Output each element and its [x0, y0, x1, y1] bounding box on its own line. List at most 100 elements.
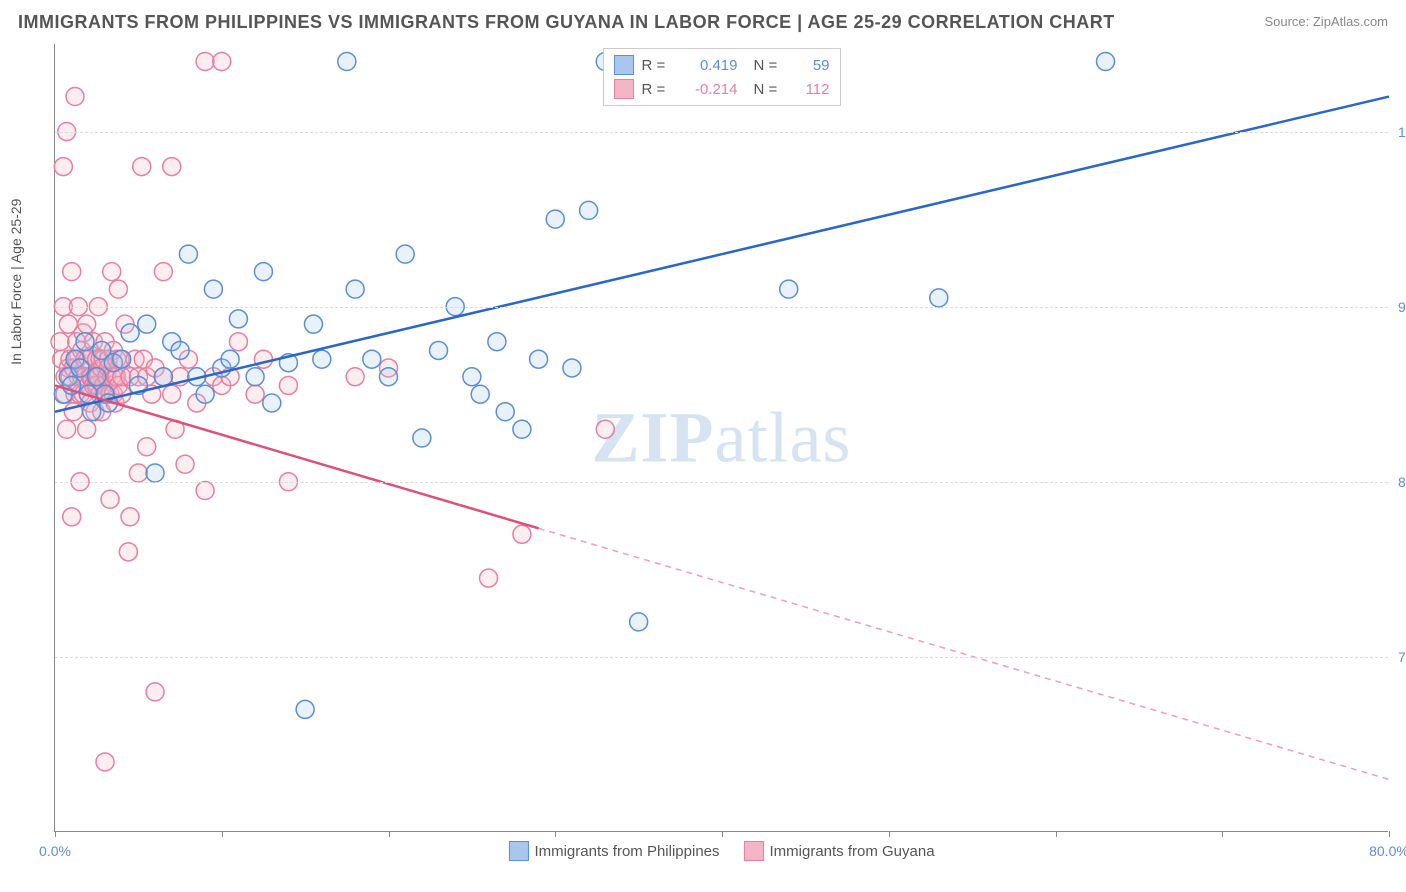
data-point: [88, 368, 106, 386]
data-point: [101, 490, 119, 508]
chart-plot-area: ZIPatlas R = 0.419 N = 59 R = -0.214 N =…: [54, 44, 1388, 832]
data-point: [246, 385, 264, 403]
y-tick-label: 100.0%: [1398, 124, 1406, 140]
legend-series: Immigrants from Philippines Immigrants f…: [508, 841, 934, 861]
data-point: [171, 341, 189, 359]
gridline: [55, 307, 1388, 308]
data-point: [229, 310, 247, 328]
data-point: [146, 683, 164, 701]
data-point: [133, 158, 151, 176]
data-point: [304, 315, 322, 333]
data-point: [530, 350, 548, 368]
source-attribution: Source: ZipAtlas.com: [1264, 14, 1388, 29]
data-point: [263, 394, 281, 412]
data-point: [471, 385, 489, 403]
data-point: [58, 420, 76, 438]
data-point: [546, 210, 564, 228]
data-point: [163, 158, 181, 176]
data-point: [513, 525, 531, 543]
chart-title: IMMIGRANTS FROM PHILIPPINES VS IMMIGRANT…: [18, 12, 1115, 33]
data-point: [179, 245, 197, 263]
data-point: [580, 201, 598, 219]
data-point: [78, 420, 96, 438]
data-point: [254, 350, 272, 368]
data-point: [338, 53, 356, 71]
data-point: [54, 158, 72, 176]
legend-statistics: R = 0.419 N = 59 R = -0.214 N = 112: [603, 48, 841, 106]
x-tick-label: 0.0%: [39, 843, 71, 859]
legend-item-2: Immigrants from Guyana: [744, 841, 935, 861]
data-point: [513, 420, 531, 438]
swatch-series2-icon: [614, 79, 634, 99]
data-point: [463, 368, 481, 386]
data-point: [313, 350, 331, 368]
y-axis-label: In Labor Force | Age 25-29: [8, 199, 24, 365]
data-point: [430, 341, 448, 359]
data-point: [76, 333, 94, 351]
data-point: [146, 464, 164, 482]
gridline: [55, 132, 1388, 133]
data-point: [346, 280, 364, 298]
data-point: [396, 245, 414, 263]
data-point: [630, 613, 648, 631]
data-point: [780, 280, 798, 298]
data-point: [51, 333, 69, 351]
data-point: [96, 753, 114, 771]
data-point: [196, 482, 214, 500]
data-point: [279, 376, 297, 394]
data-point: [78, 315, 96, 333]
legend-label-1: Immigrants from Philippines: [534, 843, 719, 860]
data-point: [363, 350, 381, 368]
data-point: [346, 368, 364, 386]
x-tick-mark: [1389, 831, 1390, 837]
legend-label-2: Immigrants from Guyana: [770, 843, 935, 860]
data-point: [163, 385, 181, 403]
y-tick-label: 80.0%: [1398, 474, 1406, 490]
data-point: [488, 333, 506, 351]
data-point: [176, 455, 194, 473]
gridline: [55, 482, 1388, 483]
data-point: [113, 350, 131, 368]
data-point: [246, 368, 264, 386]
data-point: [196, 53, 214, 71]
r-label: R =: [642, 81, 670, 98]
legend-item-1: Immigrants from Philippines: [508, 841, 719, 861]
data-point: [66, 88, 84, 106]
x-tick-mark: [389, 831, 390, 837]
data-point: [596, 420, 614, 438]
data-point: [63, 263, 81, 281]
swatch-series1-icon: [508, 841, 528, 861]
x-tick-mark: [1222, 831, 1223, 837]
swatch-series1-icon: [614, 55, 634, 75]
data-point: [121, 508, 139, 526]
gridline: [55, 657, 1388, 658]
regression-line-solid: [55, 385, 539, 528]
data-point: [196, 385, 214, 403]
data-point: [119, 543, 137, 561]
n-value-1: 59: [790, 57, 830, 74]
x-tick-label: 80.0%: [1369, 843, 1406, 859]
data-point: [380, 368, 398, 386]
data-point: [103, 263, 121, 281]
data-point: [213, 53, 231, 71]
data-point: [1097, 53, 1115, 71]
data-point: [930, 289, 948, 307]
regression-line-dashed: [539, 528, 1389, 779]
data-point: [296, 700, 314, 718]
regression-line-solid: [55, 97, 1389, 412]
n-value-2: 112: [790, 81, 830, 98]
data-point: [413, 429, 431, 447]
data-point: [254, 263, 272, 281]
data-point: [154, 263, 172, 281]
data-point: [121, 324, 139, 342]
n-label: N =: [754, 81, 782, 98]
n-label: N =: [754, 57, 782, 74]
data-point: [204, 280, 222, 298]
data-point: [109, 280, 127, 298]
scatter-svg: [55, 44, 1388, 831]
data-point: [129, 464, 147, 482]
x-tick-mark: [722, 831, 723, 837]
data-point: [229, 333, 247, 351]
data-point: [63, 508, 81, 526]
x-tick-mark: [555, 831, 556, 837]
